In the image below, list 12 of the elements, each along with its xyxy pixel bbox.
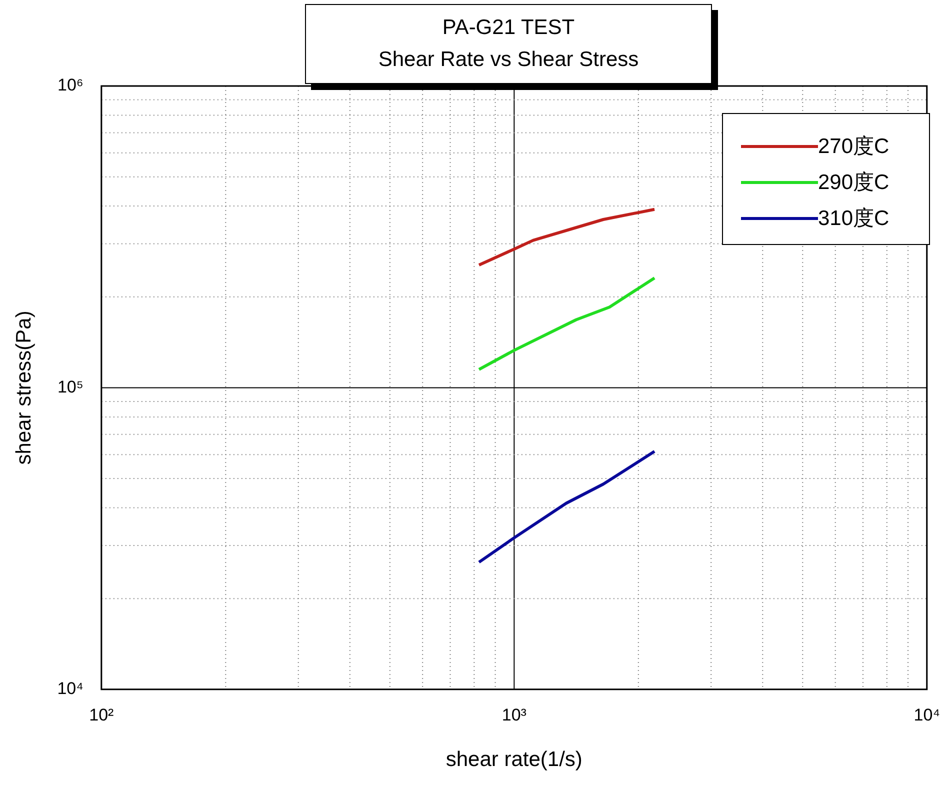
legend-label: 310度C [818,206,890,232]
y-tick-label: 10⁵ [57,377,84,396]
y-tick-label: 10⁶ [57,76,84,95]
x-tick-label: 10⁴ [914,705,940,724]
chart-title: PA-G21 TEST Shear Rate vs Shear Stress [305,4,712,84]
legend-label: 270度C [818,134,890,160]
y-tick-label: 10⁴ [57,679,84,698]
y-axis-title: shear stress(Pa) [12,310,36,465]
x-tick-label: 10³ [502,705,527,724]
x-tick-label: 10² [89,705,114,724]
x-axis-title: shear rate(1/s) [446,748,582,772]
legend-label: 290度C [818,170,890,196]
